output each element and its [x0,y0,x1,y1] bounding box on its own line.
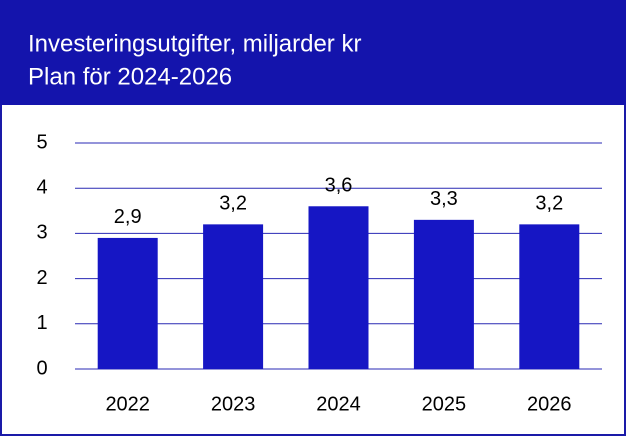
x-tick-label: 2024 [316,393,361,415]
chart-subtitle: Plan för 2024-2026 [28,63,232,90]
header-band [0,0,626,105]
chart-title: Investeringsutgifter, miljarder kr [28,30,361,57]
y-tick-label: 4 [36,176,47,198]
value-label: 3,3 [430,188,458,210]
value-label: 2,9 [114,206,142,228]
bar [308,206,369,369]
value-label: 3,2 [535,193,563,215]
bar [413,219,474,369]
value-label: 3,2 [219,193,247,215]
bar [97,237,158,369]
x-tick-label: 2022 [105,393,150,415]
x-tick-label: 2025 [422,393,467,415]
bar [203,224,264,369]
x-tick-label: 2026 [527,393,572,415]
y-tick-label: 5 [36,131,47,153]
y-tick-label: 0 [36,357,47,379]
y-tick-label: 1 [36,312,47,334]
bar [519,224,580,369]
y-tick-label: 3 [36,222,47,244]
y-tick-label: 2 [36,267,47,289]
value-label: 3,6 [325,175,353,197]
x-tick-label: 2023 [211,393,256,415]
